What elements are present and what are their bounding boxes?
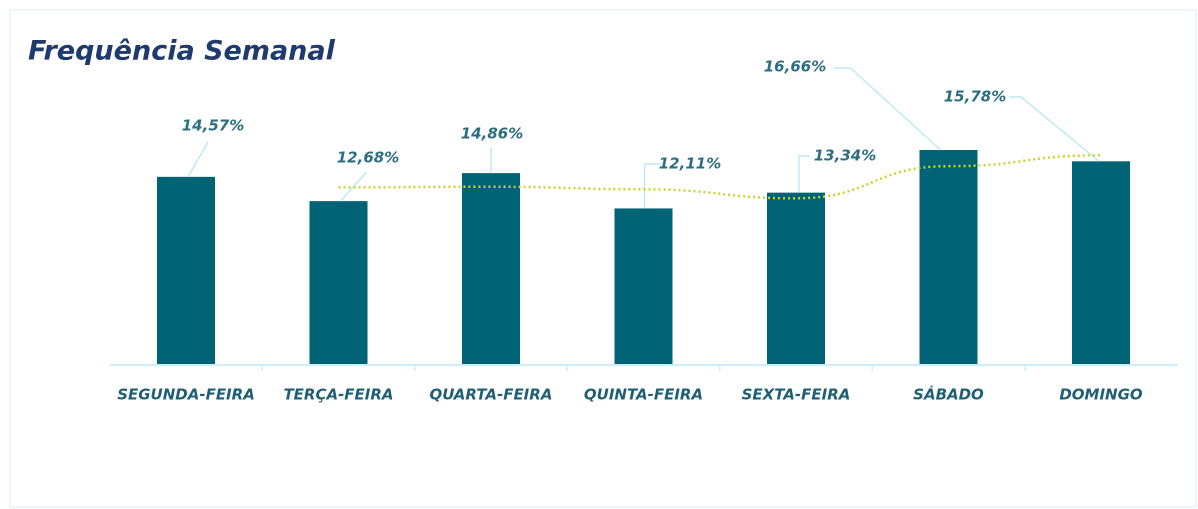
x-tick-label: SEXTA-FEIRA bbox=[742, 386, 851, 404]
trend-line bbox=[338, 154, 1102, 200]
x-tick-label: QUARTA-FEIRA bbox=[430, 386, 553, 404]
value-label: 14,57% bbox=[182, 117, 244, 135]
bar bbox=[919, 150, 978, 364]
value-label: 15,78% bbox=[944, 88, 1006, 106]
value-label: 12,68% bbox=[337, 149, 399, 167]
bar bbox=[614, 208, 673, 364]
chart-title: Frequência Semanal bbox=[28, 36, 336, 67]
leader-line bbox=[1009, 96, 1100, 162]
value-label: 16,66% bbox=[764, 58, 826, 76]
x-tick-label: SEGUNDA-FEIRA bbox=[117, 386, 255, 404]
x-tick-label: DOMINGO bbox=[1059, 386, 1143, 404]
leader-line bbox=[187, 141, 209, 178]
value-label: 14,86% bbox=[461, 125, 523, 143]
x-tick-label: TERÇA-FEIRA bbox=[283, 386, 393, 404]
value-label: 13,34% bbox=[814, 147, 876, 165]
value-label: 12,11% bbox=[659, 155, 721, 173]
leader-line bbox=[833, 67, 942, 151]
bar bbox=[462, 173, 520, 364]
frame bbox=[9, 9, 1197, 508]
leader-line bbox=[339, 171, 368, 202]
bar bbox=[157, 176, 215, 364]
x-tick-label: QUINTA-FEIRA bbox=[584, 386, 703, 404]
bar bbox=[1072, 161, 1130, 364]
leader-line bbox=[798, 155, 810, 193]
bar bbox=[309, 201, 368, 364]
leader-line bbox=[643, 163, 662, 209]
bar bbox=[767, 192, 825, 364]
x-tick-label: SÁBADO bbox=[913, 385, 984, 404]
